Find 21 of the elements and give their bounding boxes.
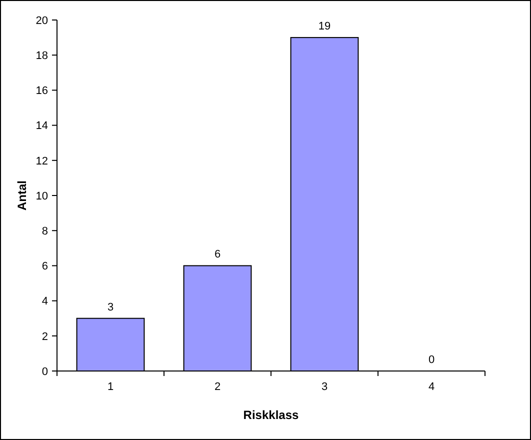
y-axis-title: Antal xyxy=(15,180,29,210)
y-tick-label: 12 xyxy=(36,155,48,168)
y-tick-label: 20 xyxy=(36,14,48,27)
data-label: 6 xyxy=(214,248,221,261)
data-label: 19 xyxy=(318,20,331,33)
y-tick-label: 18 xyxy=(36,50,48,62)
x-tick-label: 4 xyxy=(428,381,435,393)
x-tick-label: 1 xyxy=(107,381,114,393)
y-tick-label: 2 xyxy=(42,330,48,343)
y-tick-label: 8 xyxy=(42,225,48,238)
x-axis-title: Riskklass xyxy=(243,408,300,422)
y-tick-label: 16 xyxy=(36,85,48,98)
y-tick-label: 10 xyxy=(36,190,48,202)
y-tick-label: 6 xyxy=(42,260,48,273)
y-tick-label: 14 xyxy=(36,120,48,132)
x-tick-label: 3 xyxy=(321,381,328,393)
data-label: 0 xyxy=(428,354,435,366)
data-label: 3 xyxy=(107,301,114,314)
y-tick-label: 0 xyxy=(42,366,48,378)
x-tick-label: 2 xyxy=(214,381,221,393)
y-tick-label: 4 xyxy=(42,296,48,308)
